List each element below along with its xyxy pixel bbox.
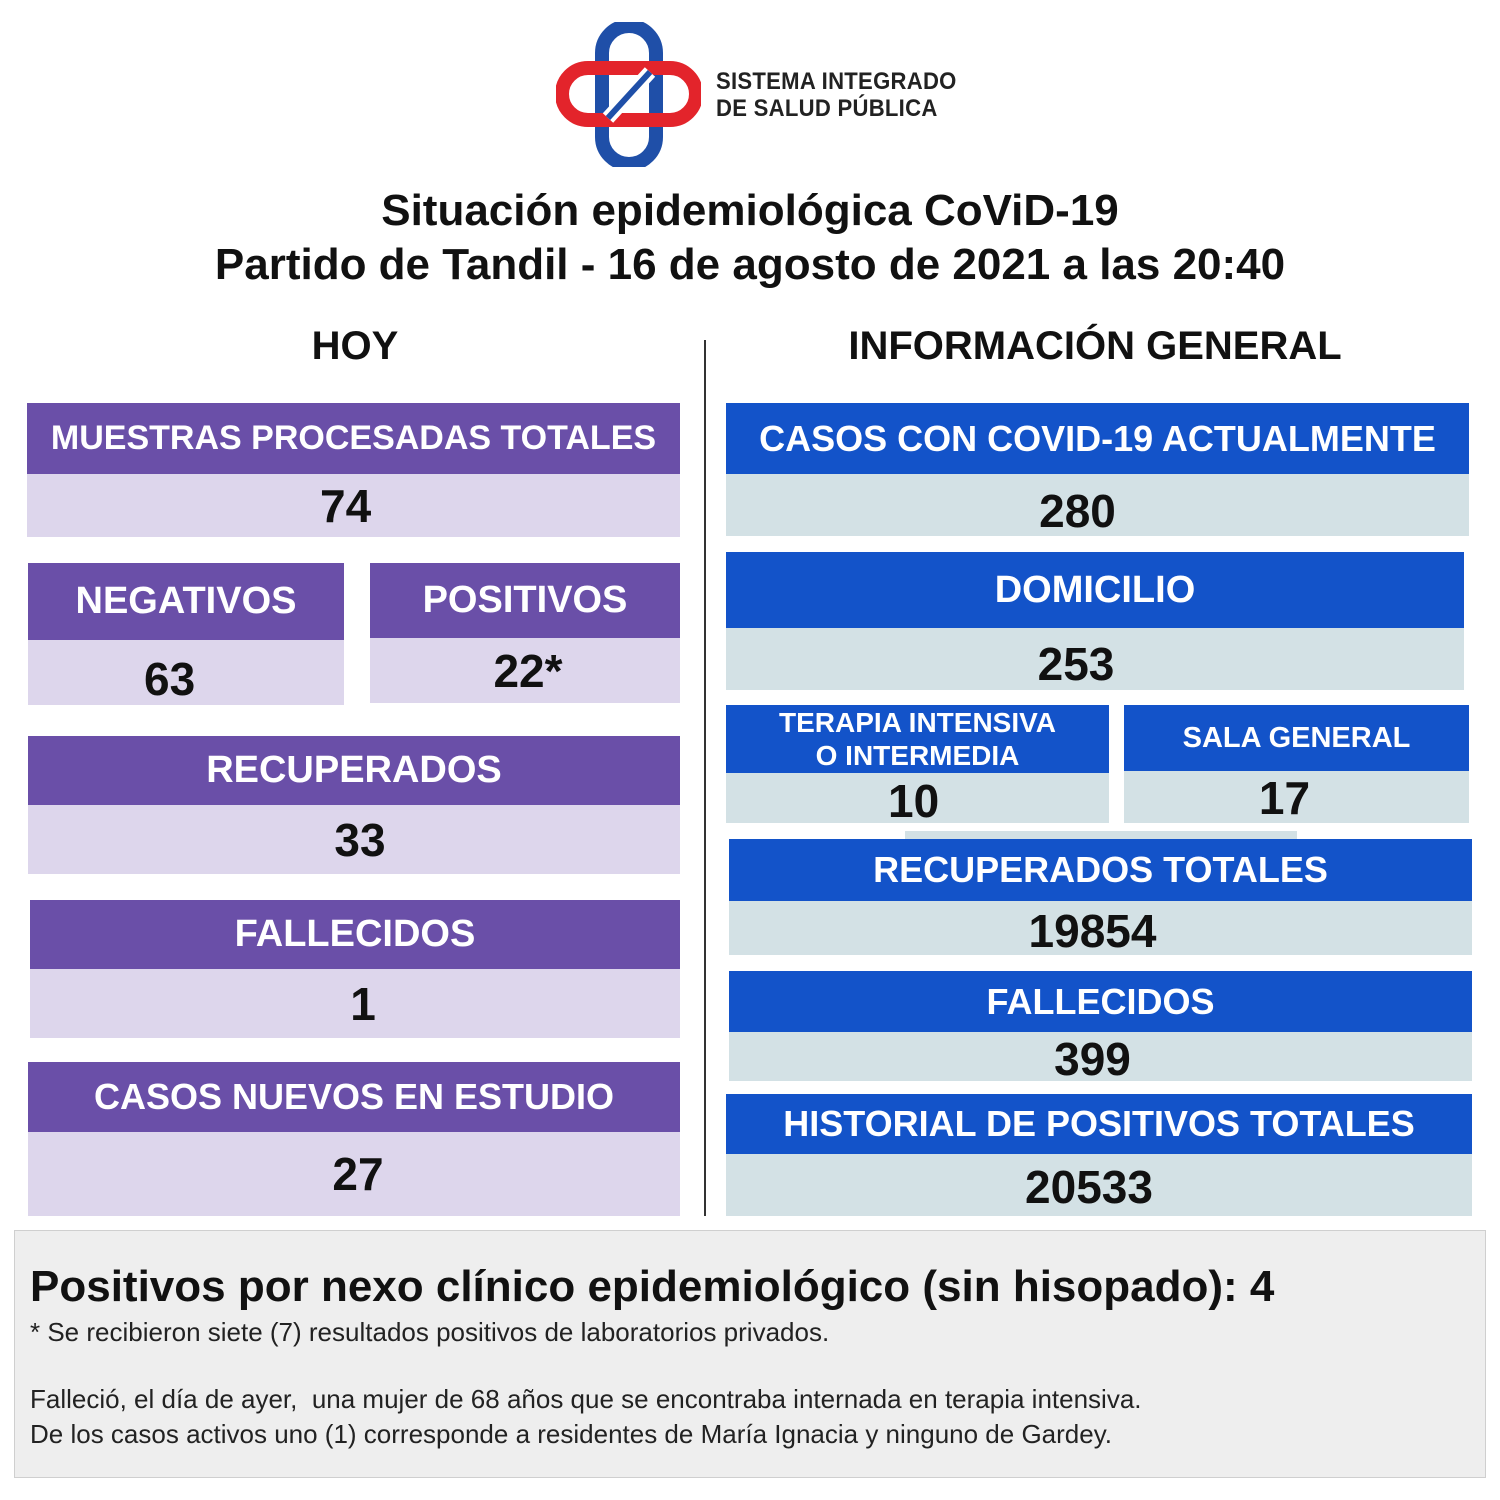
historial-header: HISTORIAL DE POSITIVOS TOTALES [726,1094,1472,1154]
recuperados-value: 33 [28,805,680,874]
terapia-label-line-2: O INTERMEDIA [815,740,1020,771]
positivos-header: POSITIVOS [370,563,680,638]
terapia-label-line-1: TERAPIA INTENSIVA [779,707,1056,738]
terapia-value: 10 [726,773,1109,827]
page-subtitle: Partido de Tandil - 16 de agosto de 2021… [214,240,1286,289]
fallecidos-hoy-header: FALLECIDOS [30,900,680,969]
logo-text: SISTEMA INTEGRADO DE SALUD PÚBLICA [716,68,957,122]
recuperados-totales-header: RECUPERADOS TOTALES [729,839,1472,901]
fallecidos-hoy-value: 1 [30,969,680,1038]
footer-line-2: De los casos activos uno (1) corresponde… [30,1419,1113,1449]
connector-strip [905,831,1297,839]
negativos-value: 63 [28,640,344,705]
footer-note: * Se recibieron siete (7) resultados pos… [30,1317,830,1347]
footer-panel [14,1230,1486,1478]
muestras-header: MUESTRAS PROCESADAS TOTALES [27,403,680,474]
fallecidos-totales-header: FALLECIDOS [729,971,1472,1032]
logo-line-2: DE SALUD PÚBLICA [716,95,938,122]
activos-header: CASOS CON COVID-19 ACTUALMENTE [726,403,1469,474]
domicilio-header: DOMICILIO [726,552,1464,628]
muestras-value: 74 [27,474,680,537]
fallecidos-totales-value: 399 [729,1032,1472,1085]
footer-line-1: Falleció, el día de ayer, una mujer de 6… [30,1384,1142,1414]
terapia-header: TERAPIA INTENSIVA O INTERMEDIA [726,705,1109,773]
domicilio-value: 253 [726,628,1464,690]
page-title: Situación epidemiológica CoViD-19 [381,186,1119,235]
recuperados-header: RECUPERADOS [28,736,680,805]
sala-general-header: SALA GENERAL [1124,705,1469,771]
negativos-header: NEGATIVOS [28,563,344,640]
en-estudio-value: 27 [28,1132,680,1216]
activos-value: 280 [726,474,1469,537]
recuperados-totales-value: 19854 [729,901,1472,957]
en-estudio-header: CASOS NUEVOS EN ESTUDIO [28,1062,680,1132]
logo-line-1: SISTEMA INTEGRADO [716,68,957,95]
sala-general-value: 17 [1124,771,1469,824]
historial-value: 20533 [726,1154,1472,1216]
sisp-logo [556,22,701,167]
section-general-heading: INFORMACIÓN GENERAL [848,324,1342,368]
footer-nexo-clinico: Positivos por nexo clínico epidemiológic… [30,1262,1275,1311]
column-divider [704,340,706,1216]
positivos-value: 22* [370,638,680,703]
section-hoy-heading: HOY [311,324,399,368]
